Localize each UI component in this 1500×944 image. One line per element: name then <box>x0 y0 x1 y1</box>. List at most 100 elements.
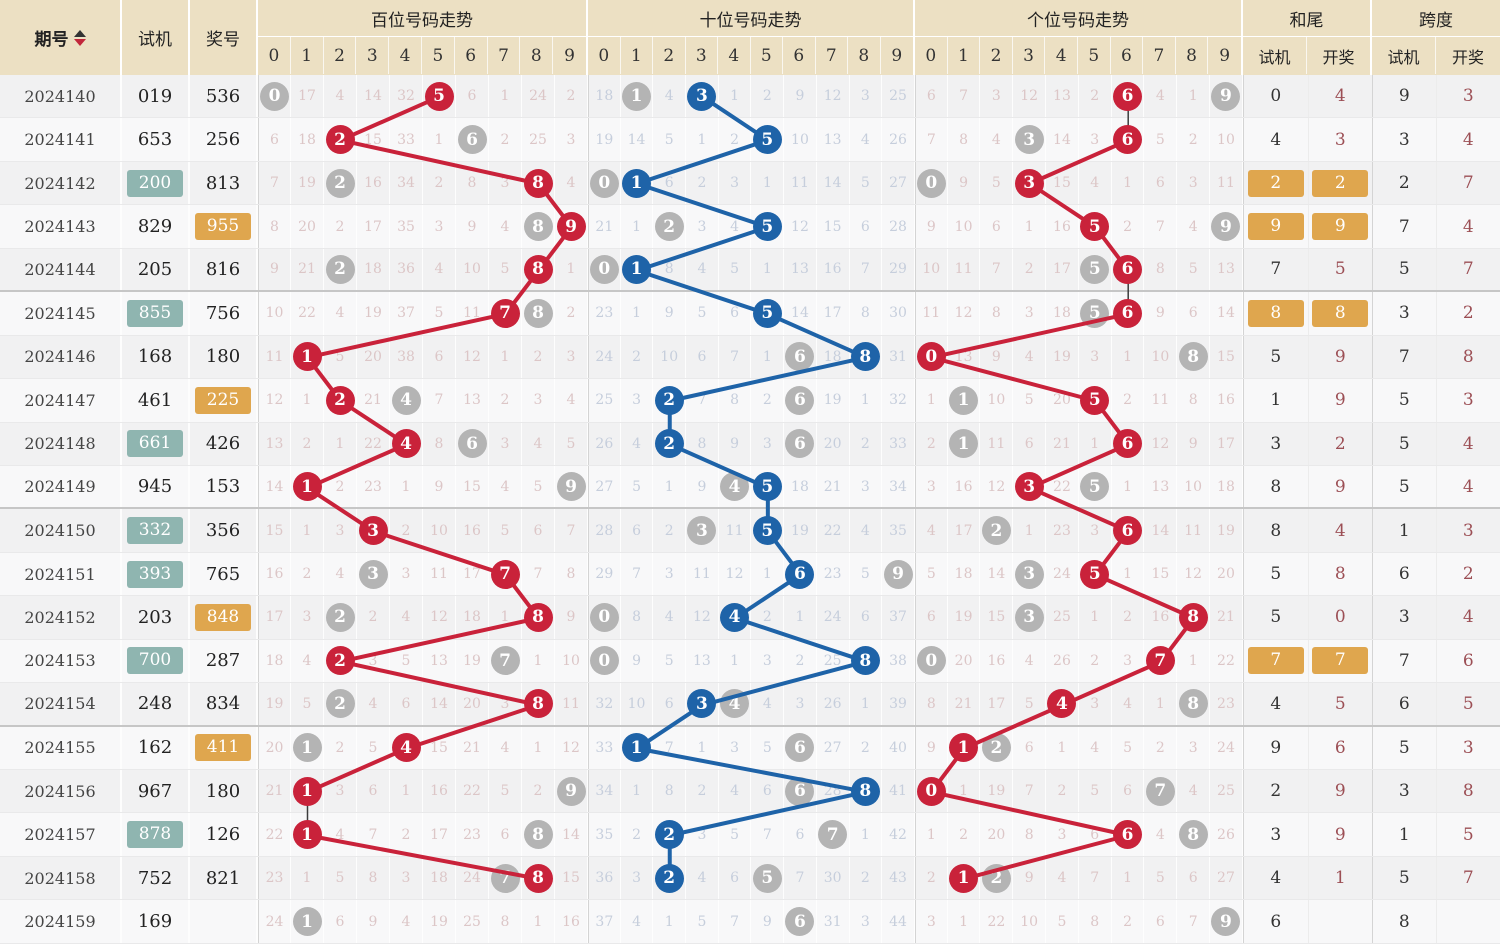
miss-count: 12 <box>1151 435 1170 452</box>
miss-count: 2 <box>1188 131 1198 148</box>
miss-count: 1 <box>434 131 444 148</box>
sum-tail-draw-cell: 8 <box>1307 552 1372 596</box>
trend-cell: 7 <box>784 856 817 900</box>
miss-count: 18 <box>463 609 481 626</box>
trend-cell: 4 <box>324 75 357 118</box>
trend-cell: 8 <box>1177 379 1211 422</box>
prize-number-cell: 816 <box>190 248 258 291</box>
trend-cell: 31 <box>817 900 850 943</box>
miss-count: 4 <box>335 88 345 105</box>
miss-count: 19 <box>954 609 973 626</box>
period-cell: 2024142 <box>0 161 122 205</box>
test-number-cell: 019 <box>122 75 190 118</box>
miss-count: 16 <box>265 566 284 583</box>
trend-cell: 4 <box>489 205 522 248</box>
win-digit-circle: 4 <box>720 602 750 632</box>
trend-cell: 9 <box>555 205 588 248</box>
trend-cell: 10 <box>1144 335 1178 379</box>
trend-cell: 3 <box>719 161 752 205</box>
miss-count: 32 <box>595 695 614 712</box>
trend-cell: 3 <box>357 509 390 552</box>
miss-count: 14 <box>562 826 580 843</box>
miss-count: 13 <box>1053 88 1071 105</box>
period-header-label: 期号 <box>34 30 69 49</box>
miss-count: 17 <box>430 826 448 843</box>
sum-tail-draw-cell: 9 <box>1307 770 1372 813</box>
sum-tail-test-cell: 9 <box>1242 205 1308 248</box>
miss-count: 25 <box>529 131 547 148</box>
miss-count: 22 <box>1053 478 1071 495</box>
trend-cell: 20 <box>1210 552 1243 596</box>
trend-cell: 8 <box>522 683 555 725</box>
trend-cell: 8 <box>522 161 555 205</box>
test-number-cell: 945 <box>122 465 190 508</box>
trend-cell: 1 <box>291 813 324 856</box>
trend-cell: 11 <box>719 509 752 552</box>
trend-cell: 4 <box>621 900 654 943</box>
miss-count: 22 <box>823 522 842 539</box>
trend-cell: 12 <box>1144 422 1178 465</box>
trend-cell: 4 <box>522 422 555 465</box>
miss-count: 6 <box>632 522 641 539</box>
trend-cell: 4 <box>357 683 390 725</box>
miss-count: 1 <box>762 261 772 278</box>
trend-cell: 1 <box>1112 465 1145 508</box>
test-highlight-badge: 332 <box>127 517 183 545</box>
miss-count: 22 <box>298 305 316 322</box>
trend-cell: 5 <box>522 465 555 508</box>
miss-count: 10 <box>627 695 646 712</box>
miss-count: 3 <box>1090 348 1100 365</box>
trend-cell: 1 <box>1079 596 1112 639</box>
sum-tail-draw-cell: 3 <box>1307 118 1372 161</box>
trend-cell: 3 <box>1013 552 1047 596</box>
span-test-cell: 3 <box>1371 596 1436 639</box>
test-number-cell: 332 <box>122 509 190 552</box>
column-header-period[interactable]: 期号 <box>0 0 122 75</box>
trend-cell: 13 <box>1210 248 1243 291</box>
miss-count: 28 <box>595 522 614 539</box>
subheader-span-draw: 开奖 <box>1451 49 1484 67</box>
miss-count: 29 <box>889 261 907 278</box>
trend-cell: 19 <box>1046 335 1079 379</box>
miss-count: 2 <box>368 609 378 626</box>
test-digit-circle: 0 <box>589 602 619 632</box>
sort-icon[interactable] <box>73 29 86 46</box>
trend-cell: 4 <box>1144 813 1178 856</box>
test-digit-circle: 9 <box>556 776 586 806</box>
trend-cell: 6 <box>686 335 719 379</box>
trend-cell: 5 <box>751 118 785 161</box>
miss-count: 7 <box>697 392 707 409</box>
trend-cell: 3 <box>850 465 883 508</box>
miss-count: 3 <box>860 88 870 105</box>
trend-cell: 6 <box>1013 422 1047 465</box>
trend-cell: 1 <box>621 726 654 769</box>
win-digit-circle: 1 <box>622 254 652 284</box>
win-digit-circle: 5 <box>1080 385 1110 415</box>
win-digit-circle: 3 <box>687 689 717 719</box>
span-test-cell: 6 <box>1371 552 1436 596</box>
trend-cell: 6 <box>621 509 654 552</box>
miss-count: 28 <box>823 783 842 800</box>
miss-count: 42 <box>889 826 907 843</box>
miss-count: 19 <box>463 652 481 669</box>
miss-count: 4 <box>1090 175 1100 192</box>
miss-count: 1 <box>533 913 543 930</box>
miss-count: 6 <box>926 88 936 105</box>
miss-count: 11 <box>725 522 744 539</box>
miss-count: 1 <box>632 218 641 235</box>
sum-tail-draw-cell: 9 <box>1307 465 1372 508</box>
trend-cell: 3 <box>423 205 456 248</box>
period-cell: 2024157 <box>0 813 122 856</box>
trend-cell: 8 <box>850 639 883 683</box>
trend-cell: 22 <box>291 292 324 335</box>
trend-cell: 3 <box>686 75 719 118</box>
miss-count: 2 <box>1090 88 1100 105</box>
miss-count: 34 <box>595 783 614 800</box>
table-row: 2024149 945 153 14 1 2 23 1 9 15 4 5 9 27 5 1 9 4 5 18 21 3 34… <box>0 465 1500 510</box>
sum-tail-test-cell: 4 <box>1242 118 1308 161</box>
win-digit-circle: 6 <box>1113 429 1143 459</box>
trend-cell: 1 <box>850 813 883 856</box>
trend-cell: 4 <box>850 509 883 552</box>
test-digit-circle: 4 <box>391 385 421 415</box>
section-title: 百位号码走势 <box>258 0 586 37</box>
